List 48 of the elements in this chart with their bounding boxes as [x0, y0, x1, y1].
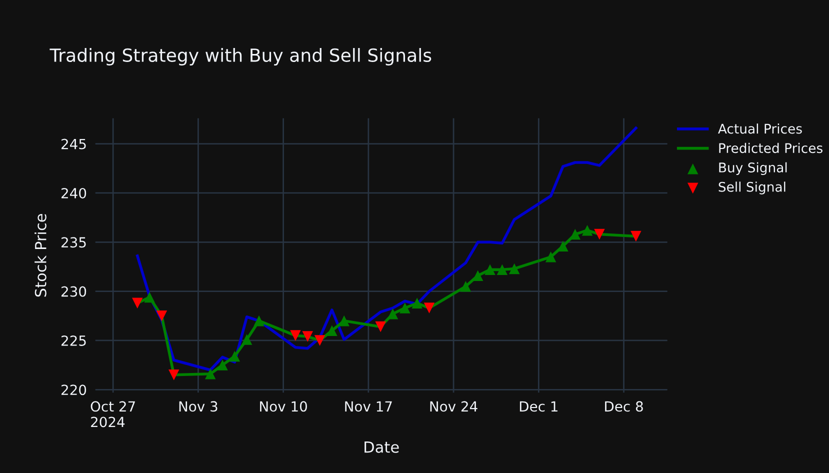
point	[241, 334, 252, 345]
point	[558, 240, 568, 252]
point	[168, 370, 180, 380]
point	[229, 350, 240, 362]
point	[254, 315, 264, 326]
point	[496, 264, 508, 276]
y-axis-title: Stock Price	[34, 214, 46, 297]
x-tick-label: Dec 1	[520, 401, 558, 412]
point	[412, 298, 422, 308]
point	[132, 298, 143, 308]
point	[314, 335, 326, 346]
point	[156, 310, 168, 322]
point	[594, 228, 605, 240]
legend-label: Buy Signal	[719, 162, 787, 176]
chart-title: Trading Strategy with Buy and Sell Signals	[50, 48, 432, 66]
x-tick-label: Nov 17	[345, 401, 392, 412]
point	[326, 325, 338, 336]
x-tick-label: Nov 24	[430, 401, 478, 412]
x-tick-label: Dec 8	[605, 401, 643, 412]
legend-label: Sell Signal	[718, 182, 786, 194]
point	[302, 331, 313, 342]
point	[375, 321, 386, 332]
legend-label: Actual Prices	[718, 124, 802, 134]
point	[630, 230, 642, 242]
y-tick-label: 240	[62, 188, 86, 198]
y-tick-label: 235	[62, 237, 86, 248]
y-tick-label: 220	[62, 384, 86, 396]
point	[400, 302, 410, 314]
x-axis-title: Date	[364, 442, 399, 453]
y-tick-label: 225	[62, 335, 86, 346]
x-tick-label: Oct 27 2024	[90, 401, 135, 428]
y-tick-label: 245	[62, 138, 86, 150]
point	[545, 252, 556, 262]
point	[460, 281, 472, 292]
legend-label: Predicted Prices	[719, 142, 822, 154]
point	[338, 315, 350, 326]
point	[204, 368, 216, 380]
point	[582, 224, 593, 236]
point	[484, 264, 496, 276]
point	[424, 302, 435, 314]
point	[290, 330, 301, 341]
point	[387, 308, 398, 320]
point	[217, 360, 228, 370]
point	[508, 263, 520, 274]
y-tick-label: 230	[62, 286, 86, 297]
x-tick-label: Nov 10	[260, 401, 307, 412]
x-tick-label: Nov 3	[179, 401, 218, 412]
point	[144, 292, 155, 303]
